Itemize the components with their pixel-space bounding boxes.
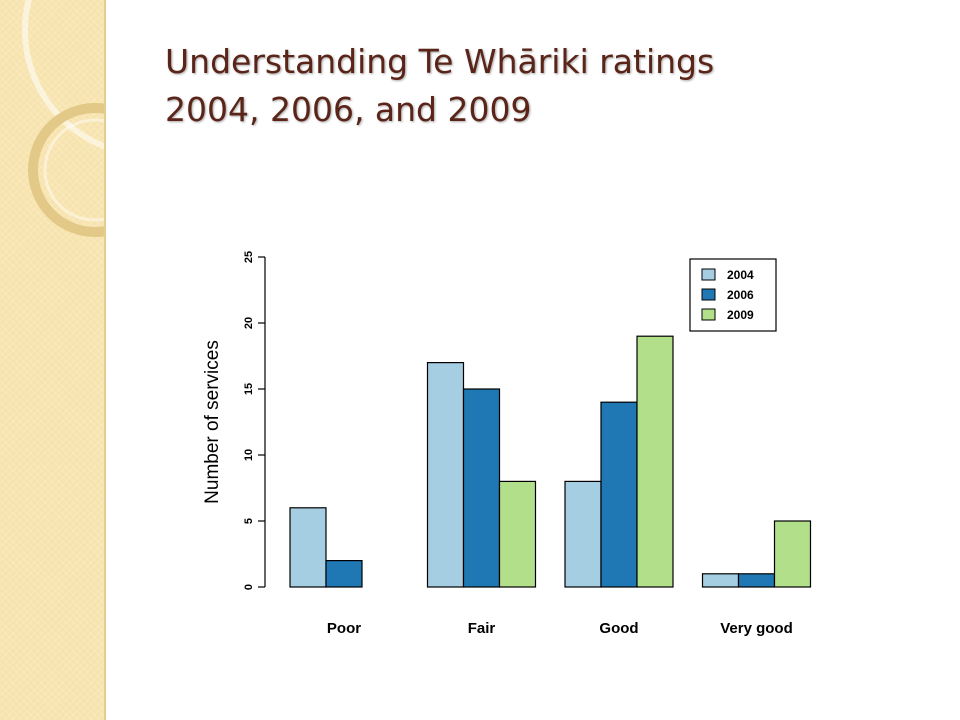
legend-swatch-2006 (701, 288, 716, 301)
bar-2004-fair (426, 361, 465, 588)
bar-2004-very-good (701, 573, 740, 588)
bar-chart: 0 5 10 15 20 25 Number of services Poor Fair Good… (202, 251, 812, 637)
bar-2006-poor (325, 560, 363, 588)
decorative-circles (22, 0, 104, 237)
bar-2009-fair (498, 480, 537, 588)
slide-title: Understanding Te Whāriki ratings 2004, 2… (165, 38, 925, 134)
y-axis-tick-label: 10 (243, 449, 255, 461)
legend-label-2006: 2006 (727, 288, 754, 302)
bar-2004-poor (289, 507, 327, 588)
x-category-label: Very good (720, 620, 793, 637)
legend-label-2009: 2009 (727, 308, 754, 322)
bar-2006-fair (462, 388, 501, 588)
bar-2006-very-good (737, 573, 776, 588)
bar-2004-good (564, 480, 602, 588)
y-axis-tick-label: 25 (243, 251, 255, 263)
legend-swatch-2009 (701, 308, 716, 321)
legend-swatch-2004 (701, 268, 716, 281)
y-axis-tick-label: 5 (243, 518, 255, 524)
y-axis-tick-label: 20 (243, 317, 255, 329)
legend-label-2004: 2004 (727, 268, 754, 282)
bar-2006-good (600, 401, 638, 588)
x-category-label: Fair (468, 620, 496, 637)
y-axis-tick-label: 15 (243, 383, 255, 395)
slide-title-line-2: 2004, 2006, and 2009 (165, 90, 532, 129)
y-axis-tick-label: 0 (243, 584, 255, 590)
bar-2009-very-good (773, 520, 812, 588)
x-category-label: Poor (327, 620, 361, 637)
decorative-side-strip (0, 0, 106, 720)
bar-2009-good (636, 335, 674, 588)
y-axis-title: Number of services (202, 340, 223, 504)
x-category-label: Good (599, 620, 638, 637)
slide-title-line-1: Understanding Te Whāriki ratings (165, 42, 715, 81)
